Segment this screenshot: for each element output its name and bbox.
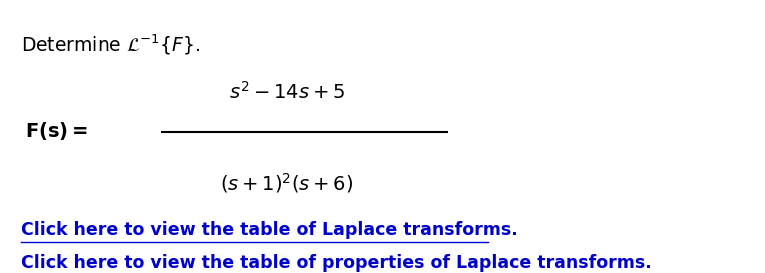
Text: $s^2 - 14s + 5$: $s^2 - 14s + 5$ xyxy=(229,81,345,102)
Text: Click here to view the table of Laplace transforms.: Click here to view the table of Laplace … xyxy=(21,221,517,239)
Text: $\mathbf{F(s) =}$: $\mathbf{F(s) =}$ xyxy=(25,120,88,142)
Text: $(s+1)^2(s+6)$: $(s+1)^2(s+6)$ xyxy=(220,171,353,195)
Text: Click here to view the table of properties of Laplace transforms.: Click here to view the table of properti… xyxy=(21,254,652,272)
Text: Determine $\mathcal{L}^{-1}\{F\}$.: Determine $\mathcal{L}^{-1}\{F\}$. xyxy=(21,33,200,57)
